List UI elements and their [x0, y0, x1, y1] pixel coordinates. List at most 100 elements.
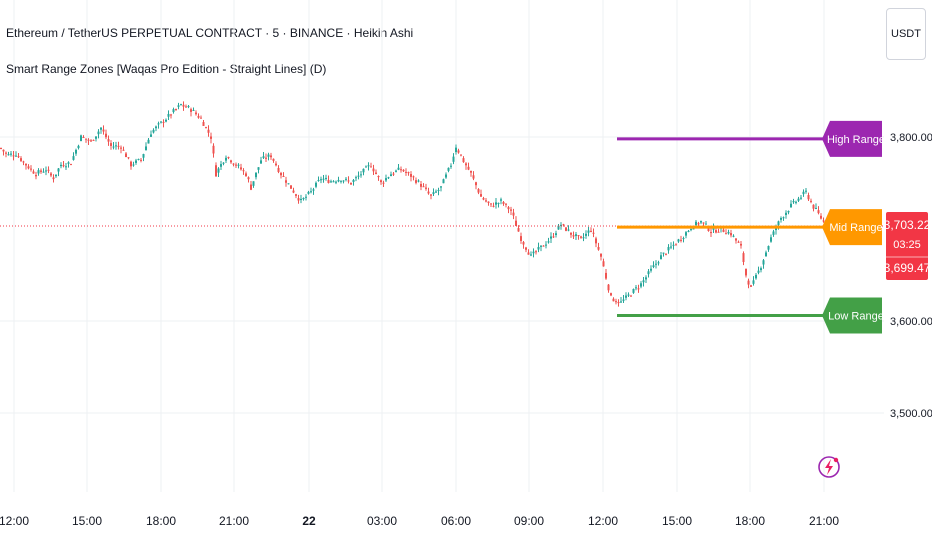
candle-body [410, 174, 412, 177]
candle-body [625, 295, 627, 298]
candle-body [455, 147, 457, 153]
candle-body [525, 247, 527, 250]
candle-body [605, 272, 607, 279]
candle-body [105, 133, 107, 138]
candle-body [145, 146, 147, 151]
candle-body [315, 182, 317, 187]
candle-body [300, 198, 302, 201]
candle-body [152, 129, 155, 133]
candle-body [242, 170, 245, 172]
candle-body [777, 221, 780, 226]
candle-body [562, 224, 565, 226]
candle-body [587, 230, 590, 233]
candle-body [32, 171, 35, 174]
candle-body [287, 183, 290, 185]
candle-body [550, 236, 552, 239]
candle-body [367, 165, 370, 167]
candle-body [767, 246, 770, 250]
candle-body [477, 189, 480, 193]
candle-body [222, 162, 225, 164]
candle-body [430, 194, 432, 196]
candle-body [512, 212, 515, 216]
candle-body [540, 245, 542, 247]
mid-range-label-bg [822, 209, 882, 246]
candle-body [685, 232, 687, 236]
candle-body [780, 218, 782, 220]
x-tick-label: 03:00 [367, 514, 397, 528]
candle-body [352, 179, 355, 182]
candle-body [635, 287, 637, 289]
candle-body [470, 170, 472, 173]
candle-body [722, 229, 725, 232]
candle-body [752, 280, 755, 284]
candle-body [185, 106, 187, 108]
candle-body [460, 154, 462, 156]
candle-body [567, 229, 570, 231]
candle-body [687, 230, 690, 232]
candle-body [10, 153, 12, 155]
candle-body [110, 143, 112, 146]
candle-body [537, 246, 540, 250]
candle-body [647, 271, 650, 275]
candle-body [182, 104, 185, 107]
candle-body [325, 177, 327, 179]
candle-body [727, 232, 730, 234]
candle-body [445, 174, 447, 178]
candle-body [495, 202, 497, 205]
candle-body [12, 155, 15, 157]
candle-body [280, 172, 282, 176]
candle-body [82, 137, 85, 139]
candle-body [695, 221, 697, 226]
mid-range-label: Mid Range [829, 222, 882, 234]
candle-body [742, 253, 745, 262]
candle-body [452, 156, 455, 162]
candle-body [320, 179, 322, 181]
range-price-label: 3,699.47 [884, 261, 931, 275]
candle-body [302, 197, 305, 200]
candle-body [55, 174, 57, 177]
candle-body [360, 174, 362, 176]
candle-body [310, 191, 312, 193]
candle-body [212, 145, 215, 154]
candle-body [502, 202, 505, 204]
candle-body [697, 223, 700, 225]
candle-body [662, 252, 665, 254]
candle-body [585, 233, 587, 236]
currency-button[interactable]: USDT [886, 8, 926, 60]
candle-body [232, 163, 235, 165]
candle-body [190, 109, 192, 112]
candle-body [775, 228, 777, 231]
candle-body [267, 154, 270, 157]
candle-body [805, 190, 807, 192]
candle-body [717, 231, 720, 233]
candle-body [225, 157, 227, 161]
candle-body [155, 126, 157, 129]
candle-body [467, 166, 470, 170]
candle-body [102, 129, 105, 132]
candle-body [70, 164, 72, 166]
candle-body [322, 178, 325, 180]
candle-body [450, 165, 452, 167]
candle-body [135, 160, 137, 163]
candle-body [387, 177, 390, 179]
candle-body [440, 186, 442, 188]
candle-body [85, 138, 87, 140]
indicator-title[interactable]: Smart Range Zones [Waqas Pro Edition - S… [6, 62, 327, 76]
candle-body [162, 121, 165, 123]
x-tick-label: 18:00 [735, 514, 765, 528]
x-tick-label: 18:00 [146, 514, 176, 528]
candle-body [370, 166, 372, 168]
candle-body [762, 260, 765, 265]
candle-body [655, 263, 657, 265]
y-tick-label: 3,800.00 [890, 132, 932, 144]
candle-body [30, 168, 32, 170]
candle-body [610, 293, 612, 296]
candle-body [725, 233, 727, 235]
candle-body [332, 181, 335, 183]
candle-body [572, 235, 575, 237]
candle-body [617, 301, 620, 304]
x-tick-label: 21:00 [219, 514, 249, 528]
candle-body [192, 109, 195, 111]
candle-body [577, 235, 580, 237]
